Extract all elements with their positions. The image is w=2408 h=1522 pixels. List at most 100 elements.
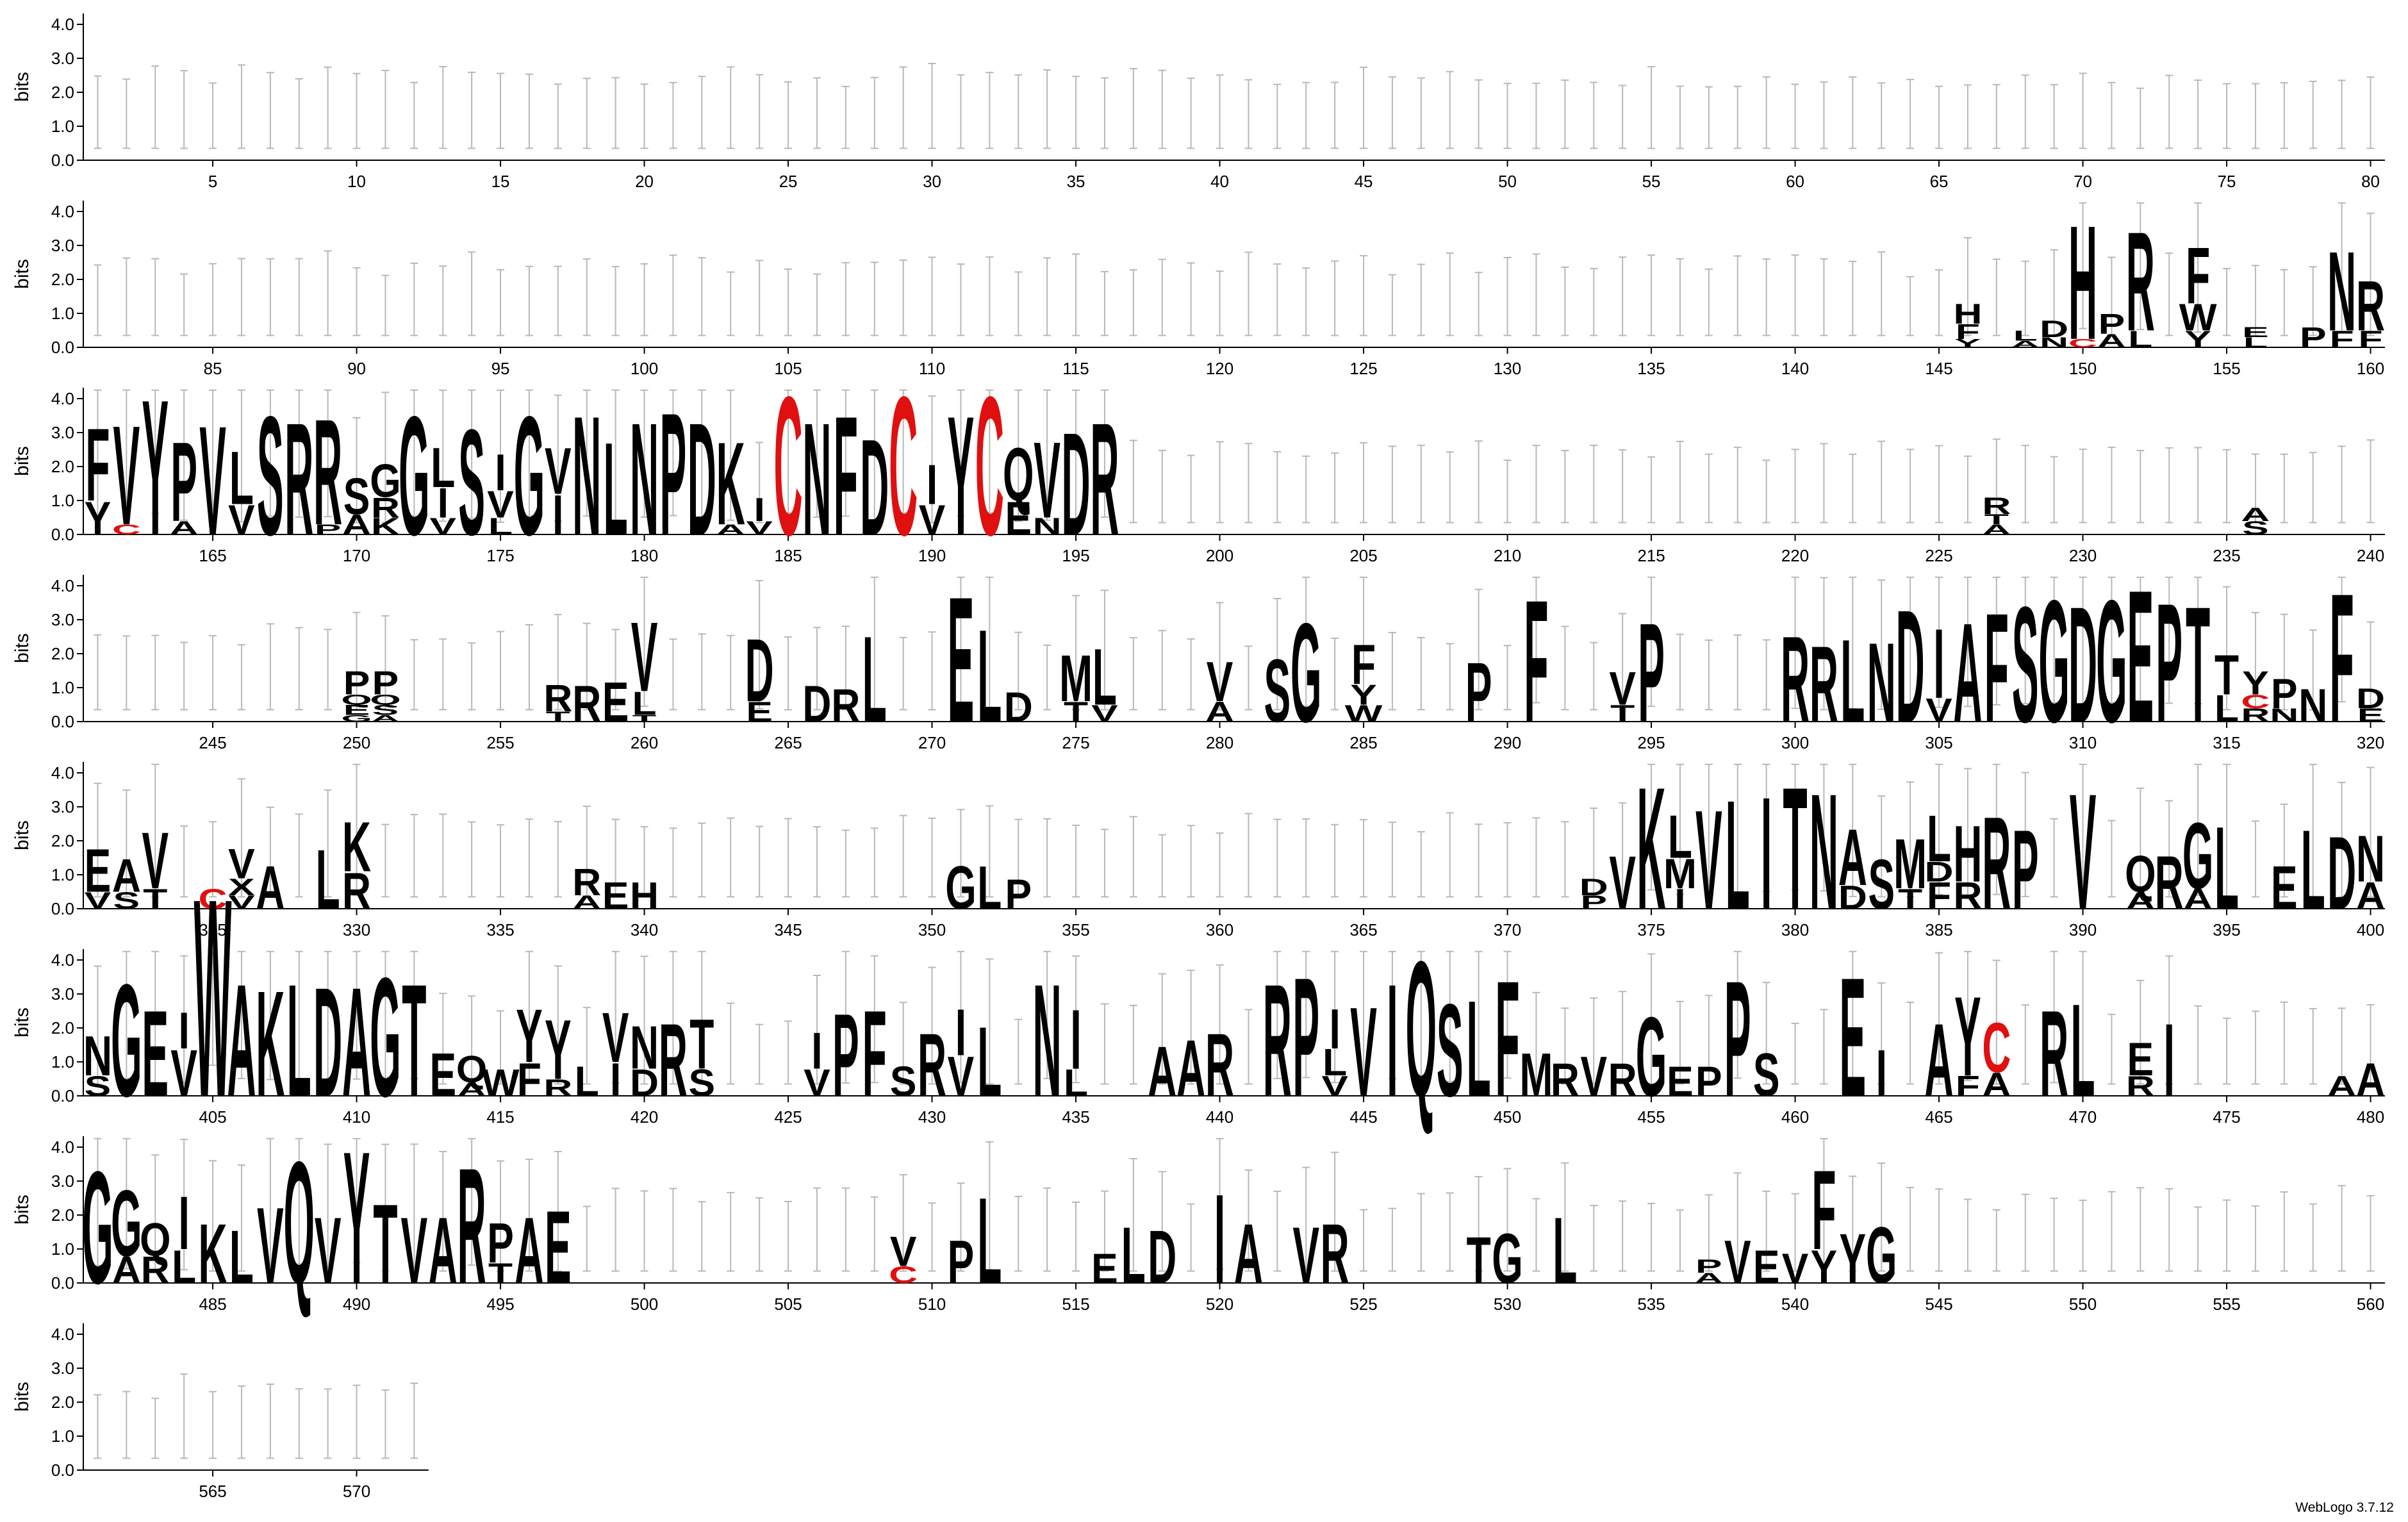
logo-letter-M-pos-451: M <box>1519 1041 1553 1110</box>
logo-letter-A-pos-465: A <box>1925 1003 1954 1119</box>
logo-letter-W-pos-154: W <box>2179 296 2218 338</box>
x-tick-label: 270 <box>918 733 946 752</box>
logo-letter-P-pos-317: P <box>2271 670 2298 717</box>
logo-letter-L-pos-517: L <box>1121 1211 1146 1300</box>
logo-letter-D-pos-382: D <box>1838 879 1867 916</box>
logo-letter-A-pos-392: A <box>2126 888 2155 914</box>
x-tick-label: 145 <box>1925 359 1952 378</box>
y-tick-label: 3.0 <box>51 1171 74 1191</box>
x-tick-label: 505 <box>774 1295 802 1314</box>
logo-letter-R-pos-160: R <box>2356 267 2385 346</box>
y-tick-label: 0.0 <box>51 338 74 357</box>
logo-letter-I-pos-419: I <box>610 1054 621 1106</box>
logo-letter-Y-pos-416: Y <box>516 994 543 1078</box>
logo-letter-E-pos-271: E <box>948 559 975 759</box>
logo-letter-L-pos-173: L <box>431 436 455 499</box>
logo-letter-N-pos-317: N <box>2270 705 2298 726</box>
logo-letter-R-pos-469: R <box>2040 986 2068 1123</box>
y-tick-label: 1.0 <box>51 117 74 136</box>
logo-letter-D-pos-373: D <box>1579 874 1608 900</box>
y-axis-label: bits <box>12 1382 33 1412</box>
y-tick-label: 1.0 <box>51 1052 74 1071</box>
y-tick-label: 4.0 <box>51 576 74 595</box>
x-tick-label: 330 <box>343 920 370 939</box>
logo-letter-R-pos-152: R <box>2126 203 2155 361</box>
logo-letter-A-pos-170: A <box>342 509 371 541</box>
logo-letter-E-pos-320: E <box>2357 705 2384 726</box>
x-tick-label: 90 <box>347 359 366 378</box>
logo-letter-R-pos-386: R <box>1953 875 1982 917</box>
x-tick-label: 285 <box>1349 733 1377 752</box>
logo-letter-G-pos-543: G <box>1866 1211 1897 1300</box>
logo-letter-D-pos-310: D <box>2068 572 2097 757</box>
logo-letter-R-pos-330: R <box>342 863 371 920</box>
logo-letter-V-pos-326: V <box>228 840 255 888</box>
x-tick-label: 395 <box>2213 920 2240 939</box>
logo-letter-L-pos-385: L <box>1927 802 1951 876</box>
y-tick-label: 1.0 <box>51 865 74 884</box>
x-tick-label: 10 <box>347 172 366 191</box>
x-tick-label: 165 <box>199 546 226 565</box>
logo-letter-E-pos-497: E <box>545 1190 572 1306</box>
x-tick-label: 555 <box>2213 1295 2240 1314</box>
logo-letter-L-pos-418: L <box>575 1057 599 1105</box>
x-tick-label: 440 <box>1206 1107 1233 1127</box>
logo-letter-G-pos-481: G <box>82 1138 113 1318</box>
logo-letter-N-pos-318: N <box>2298 679 2327 732</box>
x-tick-label: 365 <box>1349 920 1377 939</box>
logo-letter-V-pos-276: V <box>1091 700 1118 727</box>
logo-letter-Q-pos-392: Q <box>2125 846 2156 904</box>
logo-letter-E-pos-472: E <box>2127 1033 2154 1086</box>
logo-letter-T-pos-412: T <box>402 951 426 1130</box>
logo-letter-N-pos-149: N <box>2040 335 2068 351</box>
logo-letter-K-pos-485: K <box>199 1206 227 1301</box>
logo-letter-D-pos-409: D <box>313 954 342 1129</box>
logo-letter-R-pos-338: R <box>572 861 601 903</box>
logo-letter-V-pos-453: V <box>1580 1045 1607 1108</box>
logo-letter-I-pos-376: I <box>1674 884 1685 915</box>
x-tick-label: 160 <box>2357 359 2384 378</box>
logo-letter-D-pos-273: D <box>1004 683 1033 731</box>
logo-letter-L-pos-435: L <box>1064 1062 1088 1104</box>
y-tick-label: 0.0 <box>51 899 74 918</box>
logo-letter-R-pos-258: R <box>572 675 601 733</box>
x-tick-label: 155 <box>2213 359 2240 378</box>
y-tick-label: 0.0 <box>51 525 74 544</box>
logo-row-8: bits 0.0 1.0 2.0 3.0 4.0 565 570 <box>12 1323 429 1501</box>
x-tick-label: 475 <box>2213 1107 2240 1127</box>
logo-letter-A-pos-338: A <box>572 892 601 913</box>
x-tick-label: 355 <box>1062 920 1089 939</box>
logo-letter-P-pos-295: P <box>1638 594 1665 752</box>
logo-letter-R-pos-316: R <box>2241 705 2270 726</box>
y-tick-label: 0.0 <box>51 1460 74 1480</box>
logo-letter-L-pos-486: L <box>229 1215 254 1299</box>
x-tick-label: 190 <box>918 546 946 565</box>
logo-letter-A-pos-439: A <box>1176 1023 1205 1113</box>
logo-letter-G-pos-311: G <box>2096 563 2127 759</box>
logo-letter-L-pos-395: L <box>2214 803 2239 934</box>
logo-letter-W-pos-415: W <box>482 1062 520 1104</box>
logo-letter-H-pos-146: H <box>1953 299 1982 330</box>
logo-letter-I-pos-435: I <box>1070 991 1081 1086</box>
logo-letter-I-pos-473: I <box>2164 1003 2175 1119</box>
logo-letter-D-pos-385: D <box>1925 856 1954 888</box>
logo-letter-Y-pos-316: Y <box>2242 665 2269 702</box>
logo-letter-F-pos-428: F <box>862 986 887 1123</box>
logo-letter-V-pos-173: V <box>429 513 456 540</box>
logo-letter-D-pos-266: D <box>802 675 831 733</box>
y-tick-label: 2.0 <box>51 644 74 663</box>
logo-letter-A-pos-227: A <box>1982 522 2011 538</box>
logo-letter-F-pos-541: F <box>1811 1147 1836 1273</box>
y-tick-label: 4.0 <box>51 389 74 408</box>
logo-letter-E-pos-456: E <box>1667 1057 1694 1105</box>
x-tick-label: 15 <box>491 172 510 191</box>
x-tick-label: 80 <box>2361 172 2380 191</box>
logo-letter-L-pos-166: L <box>229 436 254 520</box>
logo-row-4: bits 0.0 1.0 2.0 3.0 4.0 245 250 255 260 265 270 275… <box>12 551 2385 762</box>
logo-letter-Y-pos-163: Y <box>142 361 169 577</box>
x-tick-label: 70 <box>2074 172 2092 191</box>
logo-letter-D-pos-399: D <box>2327 816 2356 932</box>
logo-letter-V-pos-184: V <box>746 518 773 539</box>
logo-row-3: bits 0.0 1.0 2.0 3.0 4.0 165 170 175 180 185 190 195… <box>12 356 2385 577</box>
logo-letter-P-pos-151: P <box>2099 309 2125 340</box>
